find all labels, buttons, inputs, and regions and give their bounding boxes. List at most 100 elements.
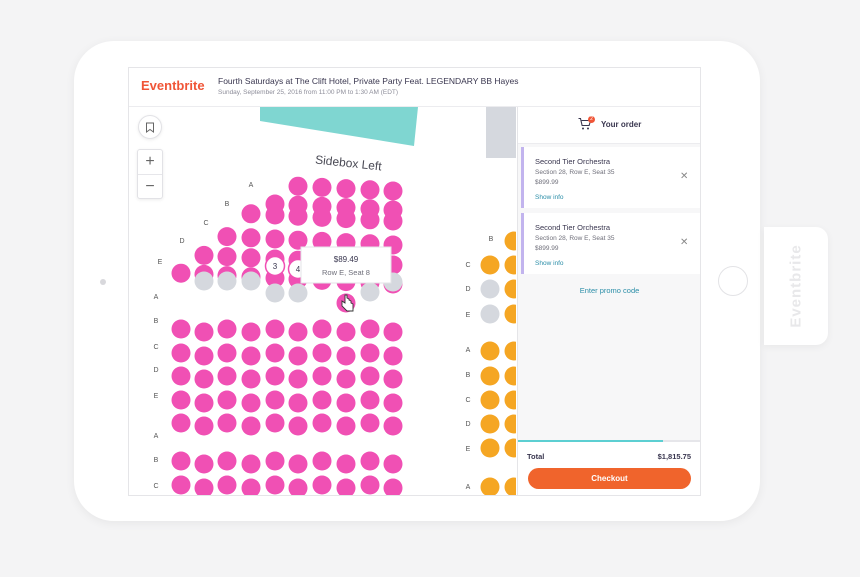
seat[interactable] — [504, 366, 517, 386]
show-info-link[interactable]: Show info — [535, 260, 564, 267]
seat[interactable] — [312, 207, 332, 227]
seat[interactable] — [312, 343, 332, 363]
seat[interactable] — [288, 478, 308, 496]
seat[interactable] — [336, 322, 356, 342]
seat[interactable] — [171, 475, 191, 495]
seat[interactable] — [360, 451, 380, 471]
seat[interactable] — [360, 343, 380, 363]
remove-ticket-icon[interactable]: ✕ — [680, 171, 689, 182]
seat[interactable] — [265, 451, 285, 471]
seat[interactable] — [383, 478, 403, 496]
seat[interactable] — [504, 255, 517, 275]
seat[interactable] — [288, 206, 308, 226]
seat-unavailable[interactable] — [241, 271, 261, 291]
seat[interactable] — [265, 205, 285, 225]
seat[interactable] — [171, 413, 191, 433]
seat[interactable] — [504, 390, 517, 410]
seat[interactable] — [504, 477, 517, 496]
seat[interactable] — [312, 177, 332, 197]
seat[interactable] — [383, 346, 403, 366]
seat[interactable] — [217, 390, 237, 410]
seat[interactable] — [288, 322, 308, 342]
seat[interactable] — [288, 369, 308, 389]
seat[interactable] — [480, 414, 500, 434]
seat[interactable] — [480, 438, 500, 458]
seat-unavailable[interactable] — [480, 304, 500, 324]
seat[interactable] — [360, 390, 380, 410]
seat[interactable] — [288, 454, 308, 474]
seat[interactable] — [480, 366, 500, 386]
seat-group-left[interactable]: 34+ — [171, 176, 403, 496]
seat-unavailable[interactable] — [194, 271, 214, 291]
seat[interactable] — [383, 393, 403, 413]
seat[interactable] — [194, 322, 214, 342]
bookmark-button[interactable] — [138, 115, 162, 139]
seat[interactable] — [336, 369, 356, 389]
seat-map[interactable]: Sidebox Left 34+ ABCDEABCDEABCBCDEABCDEA… — [129, 107, 516, 495]
seat[interactable] — [312, 390, 332, 410]
zoom-in-button[interactable]: + — [138, 150, 162, 175]
seat[interactable] — [480, 341, 500, 361]
seat[interactable] — [217, 451, 237, 471]
seat-unavailable[interactable] — [360, 282, 380, 302]
seat[interactable] — [217, 227, 237, 247]
seat[interactable] — [383, 211, 403, 231]
zoom-out-button[interactable]: − — [145, 177, 155, 195]
seat[interactable] — [265, 413, 285, 433]
seat[interactable] — [383, 181, 403, 201]
seat[interactable] — [360, 413, 380, 433]
seat[interactable] — [241, 454, 261, 474]
seat[interactable] — [504, 279, 517, 299]
seat[interactable] — [241, 416, 261, 436]
seat[interactable] — [336, 454, 356, 474]
seat[interactable] — [217, 343, 237, 363]
seat[interactable] — [336, 209, 356, 229]
seat[interactable] — [360, 180, 380, 200]
seat[interactable] — [312, 319, 332, 339]
seat[interactable] — [336, 346, 356, 366]
seat[interactable] — [217, 475, 237, 495]
promo-code-link[interactable]: Enter promo code — [579, 286, 640, 295]
seat[interactable] — [480, 390, 500, 410]
seat[interactable] — [217, 319, 237, 339]
seat[interactable] — [241, 346, 261, 366]
seat[interactable] — [265, 366, 285, 386]
seat[interactable] — [312, 451, 332, 471]
seat[interactable] — [194, 346, 214, 366]
seat[interactable] — [171, 343, 191, 363]
seat[interactable] — [241, 478, 261, 496]
seat-selected[interactable] — [264, 255, 286, 277]
eventbrite-logo[interactable]: Eventbrite — [141, 78, 205, 93]
seat[interactable] — [241, 393, 261, 413]
seat[interactable] — [360, 475, 380, 495]
seat[interactable] — [360, 210, 380, 230]
seat[interactable] — [194, 416, 214, 436]
seat[interactable] — [217, 413, 237, 433]
seat[interactable] — [288, 176, 308, 196]
show-info-link[interactable]: Show info — [535, 194, 564, 201]
seat-unavailable[interactable] — [217, 271, 237, 291]
seat[interactable] — [194, 245, 214, 265]
seat[interactable] — [265, 319, 285, 339]
seat[interactable] — [312, 366, 332, 386]
seat-map-canvas[interactable]: Sidebox Left 34+ ABCDEABCDEABCBCDEABCDEA… — [129, 107, 516, 495]
seat[interactable] — [171, 390, 191, 410]
seat[interactable] — [480, 255, 500, 275]
seat[interactable] — [171, 366, 191, 386]
seat[interactable] — [194, 393, 214, 413]
seat[interactable] — [217, 247, 237, 267]
seat[interactable] — [265, 229, 285, 249]
seat[interactable] — [504, 438, 517, 458]
seat[interactable] — [336, 416, 356, 436]
seat[interactable] — [504, 341, 517, 361]
checkout-button[interactable]: Checkout — [528, 468, 691, 489]
seat[interactable] — [171, 319, 191, 339]
seat[interactable] — [312, 475, 332, 495]
seat[interactable] — [336, 478, 356, 496]
seat-unavailable[interactable] — [265, 283, 285, 303]
seat-unavailable[interactable] — [480, 279, 500, 299]
seat[interactable] — [241, 228, 261, 248]
seat[interactable] — [265, 343, 285, 363]
seat[interactable] — [383, 369, 403, 389]
seat[interactable] — [383, 322, 403, 342]
